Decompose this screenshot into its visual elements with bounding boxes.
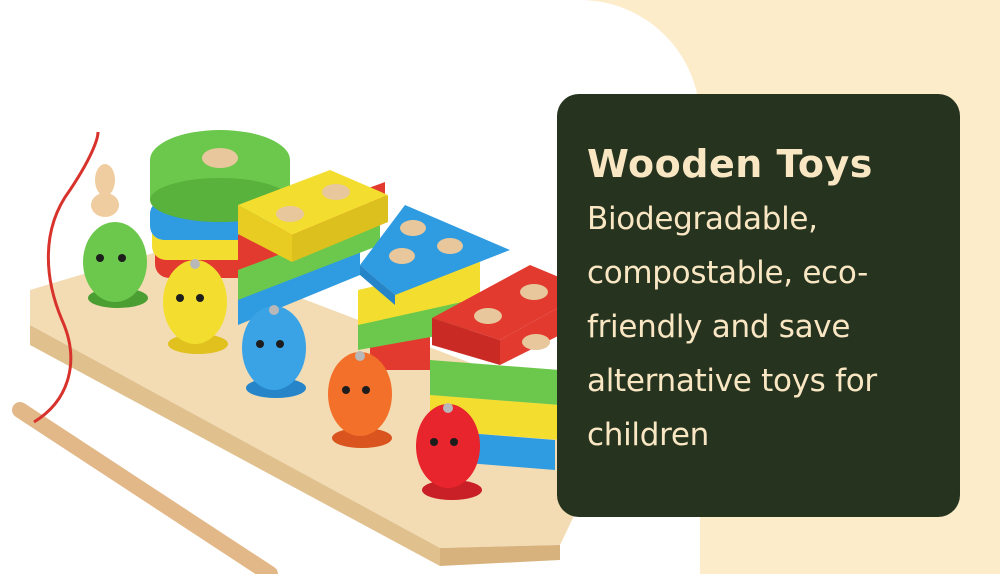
fishing-rod — [12, 131, 278, 574]
rectangle-stack — [238, 170, 388, 325]
info-card: Wooden Toys Biodegradable, compostable, … — [557, 94, 960, 517]
fish-peg-orange — [328, 351, 392, 448]
card-description: Biodegradable, compostable, eco-friendly… — [587, 201, 877, 453]
triangle-stack — [358, 205, 510, 370]
fish-peg-red — [416, 403, 482, 500]
square-stack — [430, 265, 590, 470]
fish-peg-green — [83, 164, 148, 308]
card-title: Wooden Toys — [587, 142, 873, 186]
fish-peg-yellow — [163, 259, 228, 354]
fish-peg-blue — [242, 305, 306, 398]
